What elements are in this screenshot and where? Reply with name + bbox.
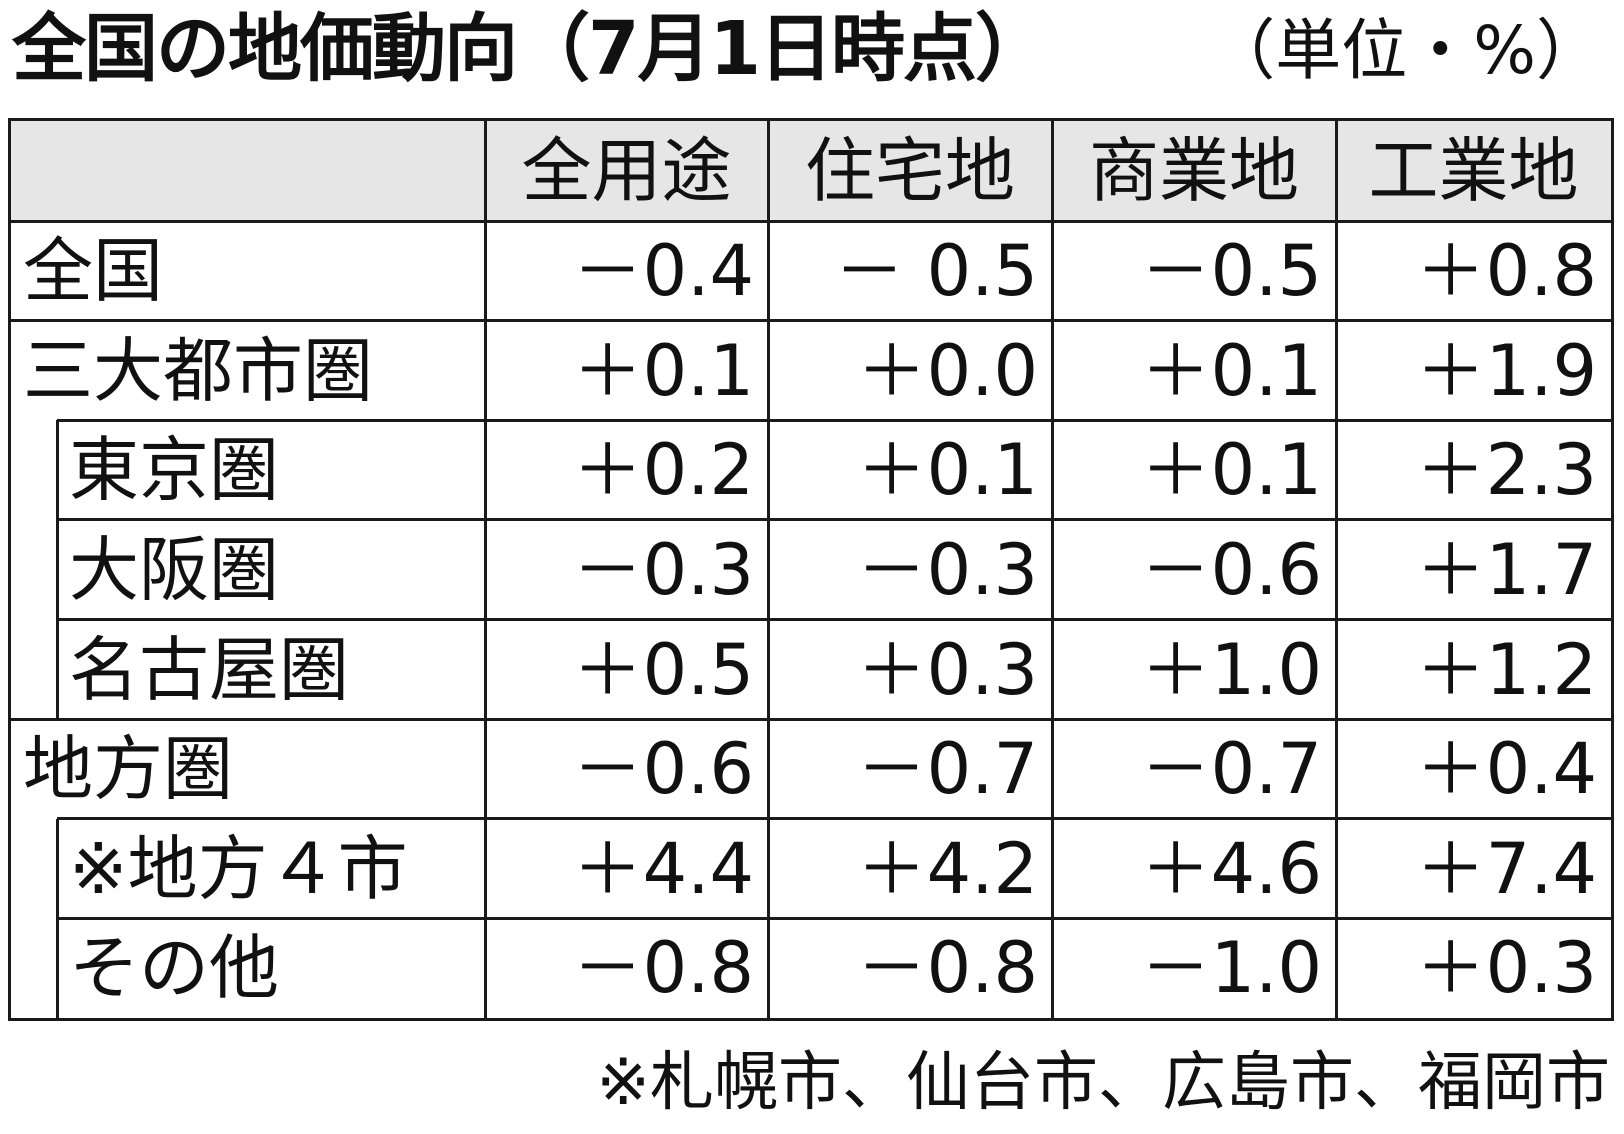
indent-line [55,619,59,720]
value-cell: －0.7 [1140,728,1322,811]
row-label: 三大都市圏 [23,329,373,412]
land-price-table: 全用途 住宅地 商業地 工業地全国 －0.4 － 0.5 －0.5 ＋0.8 三大都市圏 ＋0.1… [8,118,1614,1021]
value-cell: ＋0.1 [1140,329,1322,412]
value-cell: ＋4.6 [1140,827,1322,910]
row-label: その他 [69,927,279,1010]
value-cell: －0.3 [572,528,754,611]
column-header: 工業地 [1368,130,1579,212]
value-cell: ＋1.9 [1415,329,1597,412]
value-cell: ＋1.7 [1415,528,1597,611]
value-cell: －0.3 [856,528,1038,611]
indent-line [55,519,59,620]
value-cell: ＋0.3 [1415,927,1597,1010]
value-cell: ＋2.3 [1415,429,1597,512]
column-divider [1050,121,1054,1018]
value-cell: ＋0.0 [856,329,1038,412]
row-label: 名古屋圏 [69,628,349,711]
value-cell: ＋0.1 [856,429,1038,512]
value-cell: ＋1.0 [1140,628,1322,711]
row-divider [11,319,1611,323]
column-divider [483,121,487,1018]
value-cell: － 0.5 [834,230,1038,312]
value-cell: －0.7 [856,728,1038,811]
value-cell: ＋0.3 [856,628,1038,711]
indent-line [55,918,59,1018]
value-cell: ＋0.1 [572,329,754,412]
row-label: ※地方４市 [69,827,408,910]
value-cell: ＋0.4 [1415,728,1597,811]
footnote: ※札幌市、仙台市、広島市、福岡市 [596,1046,1610,1120]
unit-label: （単位・%） [1209,12,1602,89]
value-cell: －0.6 [1140,528,1322,611]
value-cell: －0.8 [572,927,754,1010]
indent-line [55,818,59,919]
value-cell: －0.8 [856,927,1038,1010]
row-divider [57,817,1611,821]
row-label: 地方圏 [23,728,233,811]
column-header: 住宅地 [805,130,1015,212]
table-title: 全国の地価動向（7月1日時点） [12,6,1049,92]
value-cell: ＋4.2 [856,827,1038,910]
row-divider [57,418,1611,422]
column-divider [766,121,770,1018]
row-label: 全国 [23,230,163,312]
value-cell: ＋0.1 [1140,429,1322,512]
value-cell: ＋0.8 [1415,230,1597,312]
value-cell: －0.6 [572,728,754,811]
row-divider [11,717,1611,721]
column-divider [1334,121,1338,1018]
indent-line [55,420,59,520]
row-divider [57,618,1611,621]
row-divider [57,916,1611,920]
value-cell: －0.5 [1140,230,1322,312]
row-label: 東京圏 [69,429,279,512]
value-cell: ＋7.4 [1415,827,1597,910]
value-cell: －1.0 [1140,927,1322,1010]
row-divider [57,518,1611,522]
value-cell: ＋4.4 [572,827,754,910]
column-header: 商業地 [1089,130,1299,212]
column-header: 全用途 [521,130,732,212]
header-background [11,121,1611,221]
row-label: 大阪圏 [69,528,279,611]
value-cell: ＋1.2 [1415,628,1597,711]
value-cell: ＋0.5 [572,628,754,711]
value-cell: －0.4 [572,230,754,312]
value-cell: ＋0.2 [572,429,754,512]
header-divider [11,219,1611,223]
